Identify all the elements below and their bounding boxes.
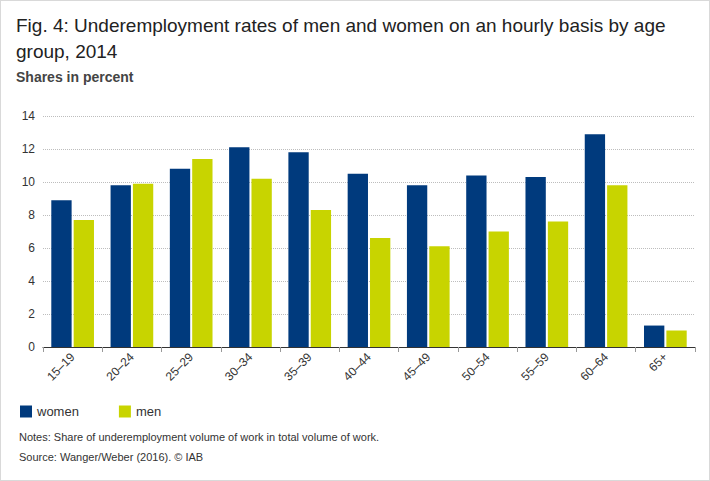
svg-text:35–39: 35–39	[281, 350, 315, 384]
svg-text:6: 6	[28, 241, 35, 255]
svg-text:10: 10	[22, 175, 36, 189]
svg-text:men: men	[136, 404, 161, 419]
svg-text:50–54: 50–54	[459, 350, 493, 384]
svg-text:women: women	[36, 404, 79, 419]
svg-text:Shares in percent: Shares in percent	[16, 69, 134, 85]
svg-text:8: 8	[28, 208, 35, 222]
svg-text:45–49: 45–49	[400, 350, 434, 384]
svg-text:14: 14	[22, 109, 36, 123]
svg-text:40–44: 40–44	[340, 350, 374, 384]
svg-text:Notes: Share of underemploymen: Notes: Share of underemployment volume o…	[19, 431, 379, 443]
svg-text:15–19: 15–19	[44, 350, 78, 384]
svg-text:60–64: 60–64	[578, 350, 612, 384]
svg-text:0: 0	[28, 340, 35, 354]
svg-text:2: 2	[28, 307, 35, 321]
svg-text:20–24: 20–24	[103, 350, 137, 384]
svg-text:30–34: 30–34	[222, 350, 256, 384]
svg-text:65+: 65+	[646, 350, 670, 374]
svg-text:12: 12	[22, 142, 36, 156]
svg-text:group, 2014: group, 2014	[16, 41, 118, 62]
svg-text:4: 4	[28, 274, 35, 288]
svg-text:55–59: 55–59	[518, 350, 552, 384]
svg-text:Fig. 4: Underemployment rates: Fig. 4: Underemployment rates of men and…	[16, 15, 671, 36]
svg-text:25–29: 25–29	[163, 350, 197, 384]
svg-text:Source: Wanger/Weber (2016). ©: Source: Wanger/Weber (2016). © IAB	[19, 451, 203, 463]
